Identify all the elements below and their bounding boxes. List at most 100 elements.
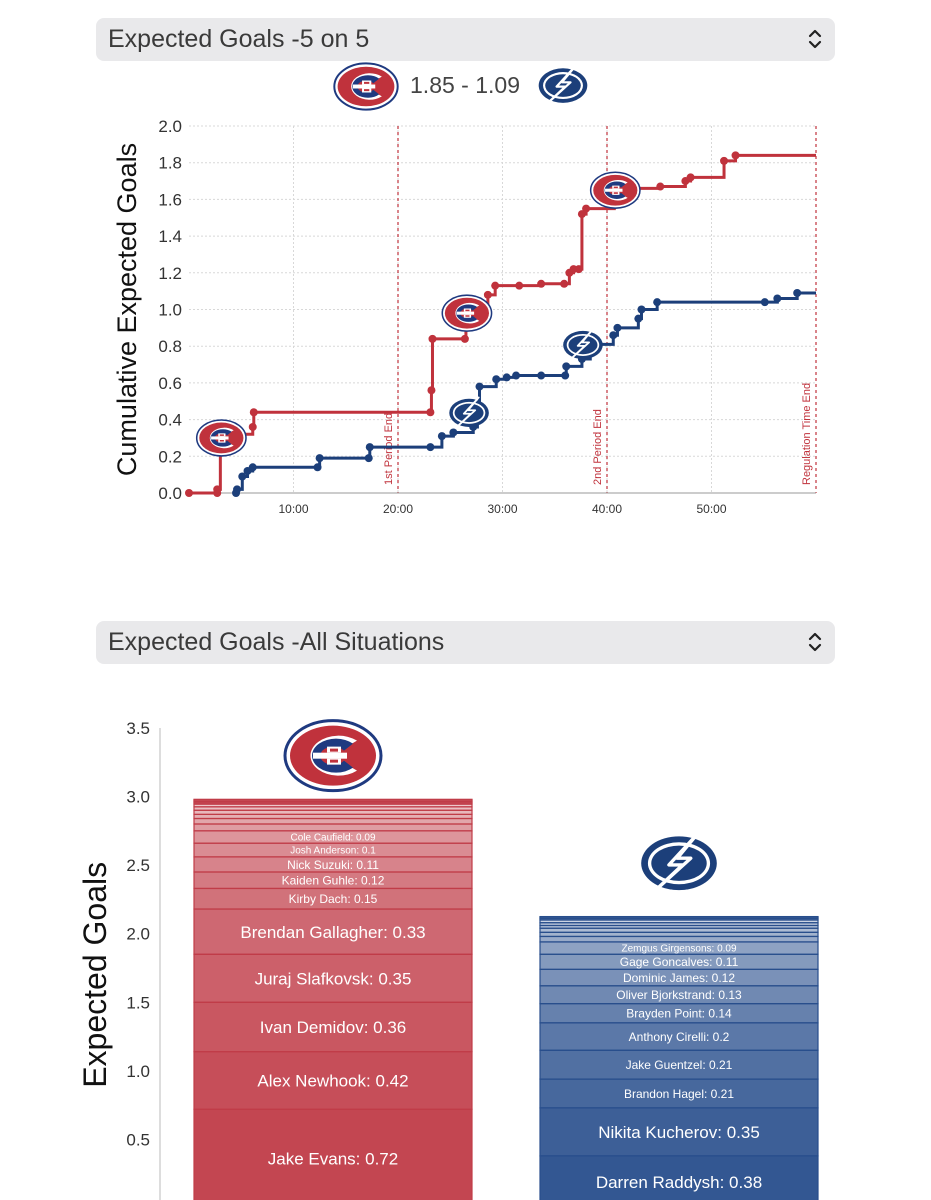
away-player-segment: [539, 935, 819, 943]
y-tick-label: 1.8: [158, 154, 182, 173]
x-tick-label: 30:00: [487, 502, 517, 516]
home-shot-point: [731, 151, 740, 160]
home-shot-point: [248, 422, 257, 431]
away-shot-point: [313, 463, 322, 472]
lightning-goal-icon: [448, 396, 490, 429]
home-player-segment: [193, 798, 473, 801]
y-tick-label: 1.6: [158, 190, 182, 209]
away-shot-point: [634, 314, 643, 323]
home-player-segment: [193, 908, 473, 955]
away-shot-point: [637, 305, 646, 314]
away-player-segment: [539, 927, 819, 933]
home-player-label: Juraj Slafkovsk: 0.35: [255, 969, 412, 988]
canadiens-logo-icon: [333, 62, 399, 111]
away-shot-point: [449, 428, 458, 437]
canadiens-logo-icon: [283, 719, 383, 793]
home-shot-point: [483, 290, 492, 299]
y-tick-label: 2.0: [158, 117, 182, 136]
select-label: Expected Goals -5 on 5: [108, 25, 370, 53]
y-tick-label: 0.5: [126, 1130, 150, 1149]
away-xg-line: [235, 291, 816, 495]
canadiens-goal-icon: [441, 294, 493, 332]
away-shot-point: [537, 371, 546, 380]
y-tick-label: 3.5: [126, 719, 150, 738]
x-tick-label: 50:00: [696, 502, 726, 516]
away-player-label: Brayden Point: 0.14: [626, 1007, 732, 1021]
away-shot-point: [233, 485, 242, 494]
away-shot-point: [613, 323, 622, 332]
x-tick-label: 40:00: [592, 502, 622, 516]
home-player-label: Kirby Dach: 0.15: [289, 892, 378, 906]
away-shot-point: [437, 432, 446, 441]
away-shot-point: [773, 294, 782, 303]
away-player-label: Anthony Cirelli: 0.2: [629, 1030, 730, 1044]
away-shot-point: [609, 331, 618, 340]
select-label: Expected Goals -All Situations: [108, 628, 445, 656]
home-shot-point: [574, 265, 583, 274]
y-tick-label: 1.5: [126, 993, 150, 1012]
y-tick-label: 0.2: [158, 447, 182, 466]
away-player-label: Darren Raddysh: 0.38: [596, 1173, 762, 1192]
y-tick-label: 3.0: [126, 788, 150, 807]
away-shot-point: [364, 454, 373, 463]
chevron-up-down-icon: [808, 632, 822, 652]
away-player-label: Oliver Bjorkstrand: 0.13: [616, 988, 742, 1002]
away-player-segment: [539, 915, 819, 918]
y-tick-label: 0.4: [158, 411, 182, 430]
away-shot-point: [475, 382, 484, 391]
home-shot-point: [686, 173, 695, 182]
away-player-segment: [539, 1107, 819, 1157]
lightning-logo-icon: [639, 832, 719, 894]
period-marker-label: 2nd Period End: [592, 409, 604, 485]
canadiens-goal-icon: [195, 419, 247, 457]
situation-select-5v5[interactable]: Expected Goals -5 on 5: [96, 18, 835, 61]
away-shot-point: [238, 472, 247, 481]
lightning-goal-icon: [562, 328, 604, 361]
away-player-segment: [539, 931, 819, 938]
away-shot-point: [512, 371, 521, 380]
y-axis-title: Cumulative Expected Goals: [112, 143, 142, 476]
x-tick-label: 20:00: [383, 502, 413, 516]
y-tick-label: 1.4: [158, 227, 182, 246]
y-tick-label: 1.2: [158, 264, 182, 283]
y-tick-label: 2.5: [126, 856, 150, 875]
home-player-segment: [193, 809, 473, 815]
away-player-label: Zemgus Girgensons: 0.09: [621, 944, 736, 955]
home-shot-point: [491, 281, 500, 290]
situation-select-all[interactable]: Expected Goals -All Situations: [96, 621, 835, 664]
home-player-label: Kaiden Guhle: 0.12: [282, 874, 385, 888]
canadiens-goal-icon: [589, 171, 641, 209]
away-player-label: Brandon Hagel: 0.21: [624, 1087, 734, 1101]
home-shot-point: [537, 279, 546, 288]
away-shot-point: [760, 298, 769, 307]
y-tick-label: 1.0: [158, 301, 182, 320]
y-tick-label: 1.0: [126, 1062, 150, 1081]
y-tick-label: 0.6: [158, 374, 182, 393]
home-player-segment: [193, 1001, 473, 1053]
y-tick-label: 0.0: [158, 484, 182, 503]
away-player-segment: [539, 1022, 819, 1051]
home-shot-point: [577, 210, 586, 219]
home-player-segment: [193, 813, 473, 820]
away-shot-point: [653, 298, 662, 307]
away-shot-point: [502, 373, 511, 382]
home-shot-point: [582, 204, 591, 213]
period-marker-label: Regulation Time End: [801, 383, 813, 485]
home-shot-point: [720, 156, 729, 165]
away-player-label: Gage Goncalves: 0.11: [620, 955, 739, 969]
away-shot-point: [561, 371, 570, 380]
home-player-segment: [193, 817, 473, 825]
x-tick-label: 10:00: [278, 502, 308, 516]
home-player-segment: [193, 823, 473, 832]
home-shot-point: [460, 334, 469, 343]
home-player-segment: [193, 953, 473, 1003]
home-shot-point: [560, 279, 569, 288]
away-player-segment: [539, 1078, 819, 1109]
away-shot-point: [365, 443, 374, 452]
away-player-label: Dominic James: 0.12: [623, 971, 735, 985]
away-player-label: Nikita Kucherov: 0.35: [598, 1123, 760, 1142]
away-shot-point: [315, 454, 324, 463]
home-shot-point: [656, 182, 665, 191]
home-shot-point: [427, 386, 436, 395]
